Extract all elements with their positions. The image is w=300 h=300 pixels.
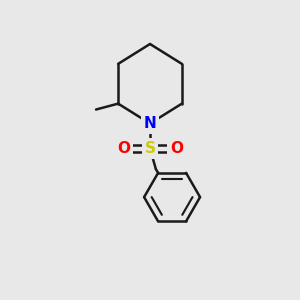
Text: S: S: [145, 141, 155, 156]
Text: O: O: [117, 141, 130, 156]
Text: O: O: [170, 141, 183, 156]
Text: N: N: [144, 116, 156, 131]
